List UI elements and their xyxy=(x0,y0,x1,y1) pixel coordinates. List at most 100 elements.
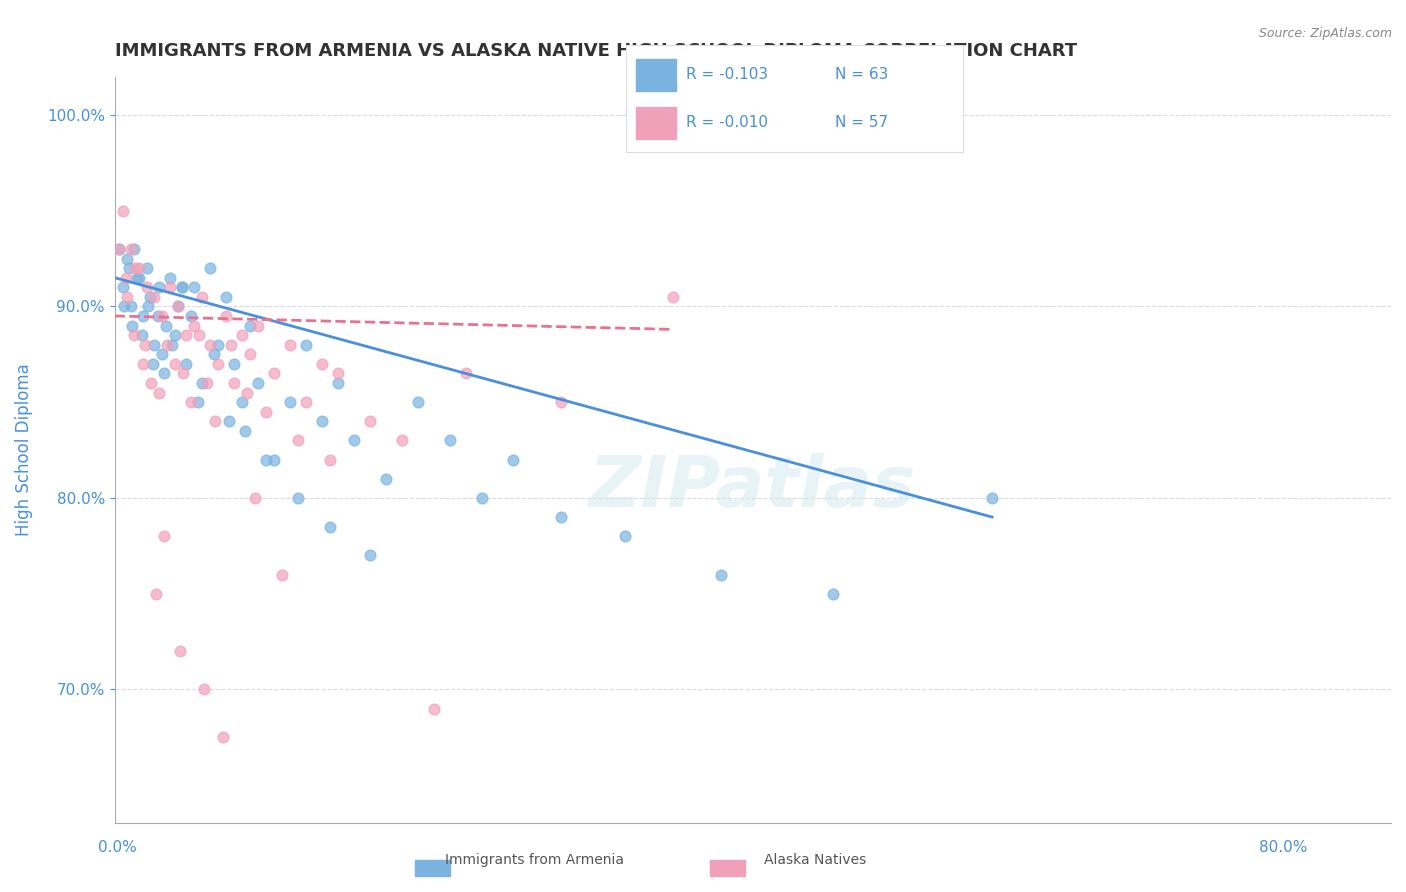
Point xyxy=(148,280,170,294)
Point xyxy=(128,270,150,285)
Point xyxy=(141,376,163,390)
Point xyxy=(224,376,246,390)
Point xyxy=(454,367,477,381)
Point xyxy=(143,290,166,304)
Point xyxy=(212,731,235,745)
Point xyxy=(224,357,246,371)
Point xyxy=(172,367,194,381)
Y-axis label: High School Diploma: High School Diploma xyxy=(15,364,32,536)
Point xyxy=(218,414,240,428)
Point xyxy=(247,376,270,390)
Point xyxy=(112,300,135,314)
Point xyxy=(122,242,145,256)
Point xyxy=(231,395,253,409)
Point xyxy=(319,452,342,467)
Point xyxy=(176,357,198,371)
Point xyxy=(136,300,159,314)
Point xyxy=(239,318,262,333)
Point xyxy=(180,395,202,409)
Point xyxy=(111,203,134,218)
Point xyxy=(202,347,225,361)
Bar xyxy=(636,107,676,139)
Text: Alaska Natives: Alaska Natives xyxy=(765,853,866,867)
Point xyxy=(117,290,139,304)
Point xyxy=(191,376,214,390)
Point xyxy=(187,395,209,409)
Text: N = 57: N = 57 xyxy=(835,115,889,130)
Point xyxy=(132,309,155,323)
Point xyxy=(170,280,193,294)
Point xyxy=(146,309,169,323)
Point xyxy=(263,367,285,381)
Point xyxy=(169,644,191,658)
Text: R = -0.103: R = -0.103 xyxy=(686,67,769,82)
Point xyxy=(271,567,294,582)
Point xyxy=(374,472,396,486)
Point xyxy=(821,587,844,601)
Point xyxy=(471,491,494,505)
Point xyxy=(155,318,177,333)
Point xyxy=(239,347,262,361)
Point xyxy=(111,280,134,294)
Point xyxy=(614,529,637,543)
Point xyxy=(108,242,131,256)
Point xyxy=(183,318,205,333)
Point xyxy=(117,252,139,266)
Point xyxy=(278,395,301,409)
Point xyxy=(200,337,222,351)
Text: R = -0.010: R = -0.010 xyxy=(686,115,769,130)
Text: Immigrants from Armenia: Immigrants from Armenia xyxy=(444,853,624,867)
Point xyxy=(108,242,131,256)
Point xyxy=(215,290,238,304)
Text: 0.0%: 0.0% xyxy=(98,840,138,855)
Point xyxy=(359,549,381,563)
Point xyxy=(145,587,167,601)
Point xyxy=(120,300,142,314)
Point xyxy=(159,270,181,285)
Point xyxy=(295,395,318,409)
Point xyxy=(236,385,259,400)
Point xyxy=(183,280,205,294)
Point xyxy=(132,357,155,371)
Point xyxy=(165,328,187,343)
Point xyxy=(121,318,143,333)
Point xyxy=(134,337,156,351)
Point xyxy=(200,261,222,276)
Point xyxy=(135,280,157,294)
Point xyxy=(326,376,349,390)
Point xyxy=(142,357,165,371)
Point xyxy=(391,434,413,448)
Point xyxy=(195,376,218,390)
Bar xyxy=(636,59,676,91)
Point xyxy=(343,434,366,448)
Point xyxy=(124,261,146,276)
Point xyxy=(254,452,277,467)
Point xyxy=(254,405,277,419)
Point xyxy=(287,491,309,505)
Point xyxy=(153,367,176,381)
Point xyxy=(165,357,187,371)
Point xyxy=(981,491,1004,505)
Point xyxy=(170,280,193,294)
Text: N = 63: N = 63 xyxy=(835,67,889,82)
Text: IMMIGRANTS FROM ARMENIA VS ALASKA NATIVE HIGH SCHOOL DIPLOMA CORRELATION CHART: IMMIGRANTS FROM ARMENIA VS ALASKA NATIVE… xyxy=(115,42,1077,60)
Point xyxy=(167,300,190,314)
Point xyxy=(191,290,214,304)
Point xyxy=(167,300,190,314)
Point xyxy=(311,414,333,428)
Point xyxy=(550,395,572,409)
Point xyxy=(122,328,145,343)
Point xyxy=(188,328,211,343)
Point xyxy=(295,337,318,351)
Point xyxy=(148,385,170,400)
Point xyxy=(152,347,174,361)
Point xyxy=(247,318,270,333)
Point xyxy=(118,261,141,276)
Point xyxy=(235,424,257,438)
Point xyxy=(278,337,301,351)
Point xyxy=(263,452,285,467)
Text: 80.0%: 80.0% xyxy=(1260,840,1308,855)
Point xyxy=(662,290,685,304)
Point xyxy=(152,309,174,323)
Text: Source: ZipAtlas.com: Source: ZipAtlas.com xyxy=(1258,27,1392,40)
